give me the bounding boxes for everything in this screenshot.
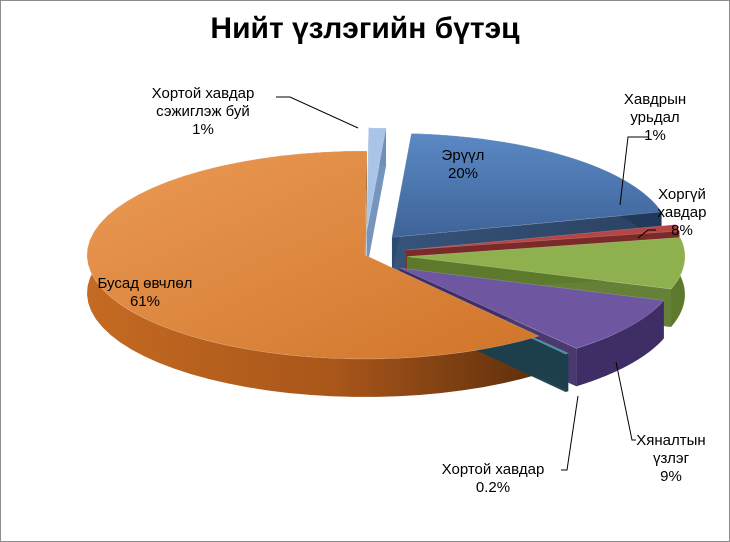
label-sezhiglezh-name-1: Хортой хавдар xyxy=(151,85,255,102)
label-khavdryn-uridal-name-1: Хавдрын xyxy=(623,91,687,108)
slice-radial-wall-6-1 xyxy=(366,128,387,270)
label-khyanaltyn-uzleg-name-1: Хяналтын xyxy=(636,432,706,449)
label-khyanaltyn-uzleg: Хяналтын үзлэг 9% xyxy=(626,432,716,486)
chart-title: Нийт үзлэгийн бүтэц xyxy=(210,12,520,45)
label-eruul: Эрүүл 20% xyxy=(428,147,498,183)
leader-line-4 xyxy=(561,395,579,471)
label-khavdryn-uridal-percent: 1% xyxy=(644,127,666,144)
label-khortoi-khavdar-name: Хортой хавдар xyxy=(441,461,545,478)
label-khorgui-khavdar: Хоргүй хавдар 8% xyxy=(642,186,722,240)
label-khorgui-khavdar-name-1: Хоргүй xyxy=(658,186,706,203)
pie-slice-1 xyxy=(406,224,680,251)
label-busad-ovchlol-percent: 61% xyxy=(129,293,161,310)
leader-line-6 xyxy=(276,96,359,129)
pie-slice-5 xyxy=(86,150,540,360)
label-khavdryn-uridal: Хавдрын урьдал 1% xyxy=(600,91,710,145)
label-eruul-name: Эрүүл xyxy=(441,147,485,164)
label-khavdryn-uridal-name-2: урьдал xyxy=(630,109,680,126)
label-khyanaltyn-uzleg-name-2: үзлэг xyxy=(652,450,690,467)
label-sezhiglezh-name-2: сэжиглэж буй xyxy=(156,103,250,120)
slice-side-5 xyxy=(87,151,540,397)
label-khorgui-khavdar-name-2: хавдар xyxy=(657,204,707,221)
pie-slice-6 xyxy=(366,127,387,232)
label-busad-ovchlol: Бусад өвчлөл 61% xyxy=(85,275,205,311)
leader-line-3 xyxy=(615,361,636,441)
slice-tops xyxy=(86,127,686,360)
leader-line-2 xyxy=(637,229,656,239)
pie-slice-2 xyxy=(406,237,686,290)
pie-slice-3 xyxy=(399,267,665,349)
label-sezhiglezh-percent: 1% xyxy=(192,121,214,138)
label-khorgui-khavdar-percent: 8% xyxy=(671,222,693,239)
label-khortoi-khavdar-percent: 0.2% xyxy=(475,479,511,496)
label-eruul-percent: 20% xyxy=(447,165,479,182)
label-khortoi-khavdar-sezhiglezh-bui: Хортой хавдар сэжиглэж буй 1% xyxy=(128,85,278,139)
label-khortoi-khavdar: Хортой хавдар 0.2% xyxy=(423,461,563,497)
leader-line-1 xyxy=(619,136,648,206)
label-khyanaltyn-uzleg-percent: 9% xyxy=(660,468,682,485)
leader-lines xyxy=(276,96,656,471)
label-busad-ovchlol-name: Бусад өвчлөл xyxy=(97,275,193,292)
pie-slice-0 xyxy=(391,133,663,238)
